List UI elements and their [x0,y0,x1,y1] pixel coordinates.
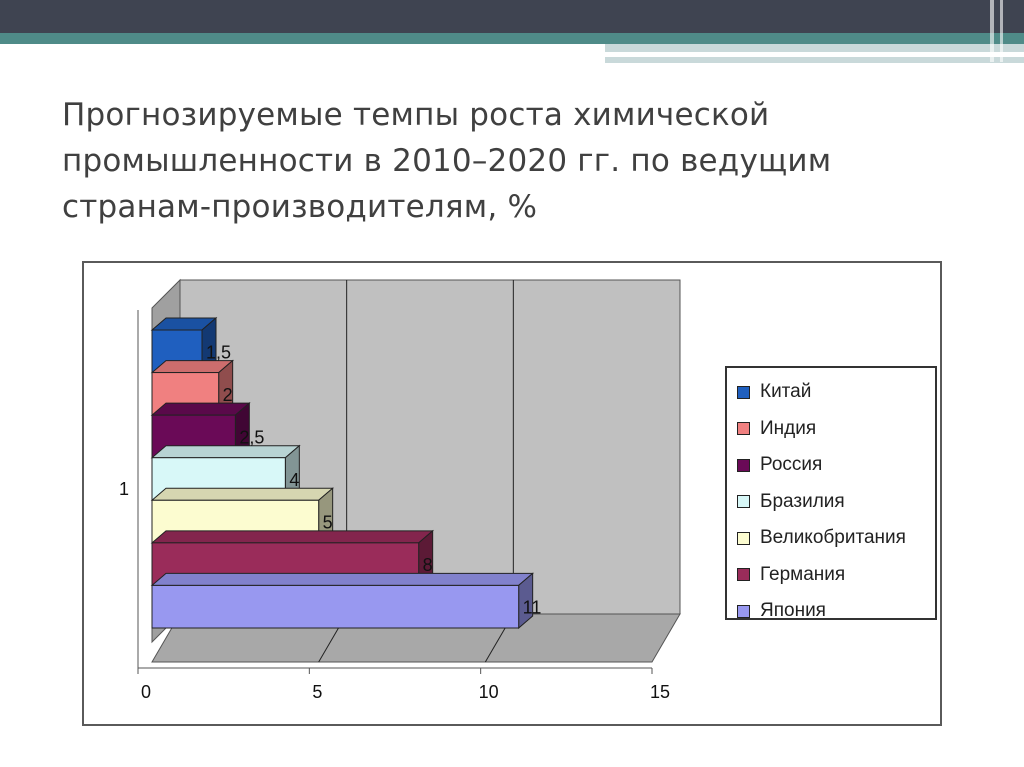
legend-swatch [737,385,750,399]
slide-title: Прогнозируемые темпы роста химической пр… [62,92,962,230]
legend-label: Россия [760,454,823,476]
legend-label: Германия [760,563,846,585]
legend-label: Китай [760,381,812,403]
legend-item: Япония [727,593,935,630]
data-label: 2,5 [239,427,264,447]
legend-label: Япония [760,600,826,622]
bar [151,584,520,629]
bar-top-face [150,487,335,501]
legend-item: Индия [727,411,935,448]
legend-label: Великобритания [760,527,906,549]
data-label: 4 [289,470,299,490]
legend-item: Великобритания [727,520,935,557]
title-line-2: промышленности в 2010–2020 гг. по ведущи… [62,143,832,179]
legend-swatch [737,568,750,582]
bar-top-face [150,572,535,586]
x-tick-label: 5 [312,682,322,702]
data-label: 8 [423,555,433,575]
header-light-strip-2 [605,57,1024,63]
chart-legend: Китай Индия Россия Бразилия Великобритан… [725,366,937,621]
x-tick-label: 0 [141,682,151,702]
x-tick-label: 10 [479,682,499,702]
legend-item: Китай [727,374,935,411]
header-band-graphic [0,0,1024,63]
legend-swatch [737,604,750,618]
header-dark-strip [0,0,1024,33]
x-tick-label: 15 [650,682,670,702]
legend-swatch [737,422,750,436]
bar-top-face [150,445,301,459]
legend-swatch [737,495,750,509]
title-line-3: странам-производителям, % [62,189,538,225]
legend-swatch [737,458,750,472]
legend-item: Бразилия [727,484,935,521]
data-label: 11 [523,598,542,618]
legend-swatch [737,531,750,545]
bar-top-face [150,530,435,544]
header-teal-strip [0,33,1024,44]
slide-header-band [0,0,1024,72]
legend-label: Индия [760,417,817,439]
data-label: 1,5 [206,342,231,362]
bar-top-face [150,402,251,416]
header-light-strip [605,44,1024,52]
data-label: 2 [223,385,233,405]
legend-item: Россия [727,447,935,484]
data-label: 5 [323,513,333,533]
category-label: 1 [119,479,129,499]
title-line-1: Прогнозируемые темпы роста химической [62,97,770,133]
legend-label: Бразилия [760,490,845,512]
legend-item: Германия [727,557,935,594]
